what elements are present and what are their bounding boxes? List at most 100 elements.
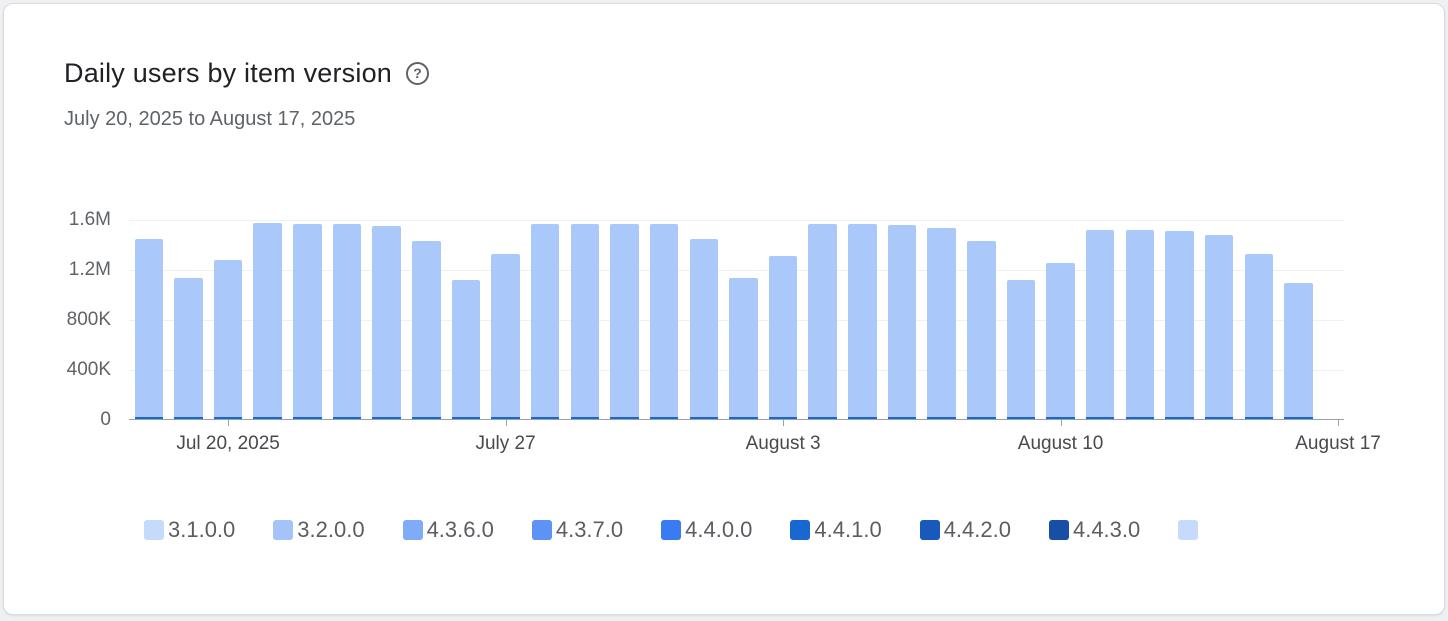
y-axis-label: 800K xyxy=(66,309,111,330)
bar-jul-24[interactable] xyxy=(372,226,401,420)
legend-swatch xyxy=(402,520,423,540)
bar-aug-10[interactable] xyxy=(1046,262,1075,420)
bar-segment-3.2.0.0 xyxy=(451,280,481,417)
bar-segment-3.2.0.0 xyxy=(412,241,441,417)
bar-segment-4.4.1.0 xyxy=(213,416,243,419)
x-axis-tick xyxy=(1060,420,1062,426)
bar-jul-21[interactable] xyxy=(253,222,282,420)
bar-segment-4.4.1.0 xyxy=(530,416,560,419)
bar-aug-2[interactable] xyxy=(729,277,758,420)
bar-aug-7[interactable] xyxy=(927,227,956,420)
bar-segment-3.2.0.0 xyxy=(610,223,639,417)
legend-item-3.1.0.0: 3.1.0.0 xyxy=(144,517,235,543)
legend-item-3.2.0.0: 3.2.0.0 xyxy=(273,517,365,543)
x-axis-line xyxy=(129,419,1344,420)
gridline xyxy=(129,270,1344,271)
bar-segment-4.4.1.0 xyxy=(1125,416,1155,419)
bar-segment-4.4.1.0 xyxy=(1284,416,1313,419)
bar-aug-12[interactable] xyxy=(1125,230,1155,420)
bar-jul-29[interactable] xyxy=(570,223,600,420)
bar-segment-4.4.1.0 xyxy=(1204,416,1234,419)
bar-aug-3[interactable] xyxy=(768,256,798,420)
bar-segment-4.4.1.0 xyxy=(768,416,798,419)
x-axis-label: August 10 xyxy=(1017,433,1104,454)
bar-segment-3.2.0.0 xyxy=(213,260,243,417)
legend-label: 4.4.3.0 xyxy=(1072,517,1141,542)
bar-segment-3.2.0.0 xyxy=(174,277,203,417)
bar-aug-16[interactable] xyxy=(1284,282,1313,420)
legend-swatch xyxy=(919,520,940,540)
bar-aug-14[interactable] xyxy=(1204,235,1234,420)
bar-jul-18[interactable] xyxy=(134,238,164,420)
bar-aug-13[interactable] xyxy=(1165,231,1194,420)
bar-jul-20[interactable] xyxy=(213,260,243,420)
bar-segment-4.4.1.0 xyxy=(808,416,837,419)
bar-segment-3.2.0.0 xyxy=(372,226,401,417)
bar-jul-19[interactable] xyxy=(174,277,203,420)
gridline xyxy=(129,220,1344,221)
legend-label: 3.1.0.0 xyxy=(168,517,236,542)
x-axis-label: August 3 xyxy=(745,433,821,454)
bar-aug-15[interactable] xyxy=(1244,253,1274,420)
bar-segment-4.4.1.0 xyxy=(1006,416,1036,419)
bar-aug-11[interactable] xyxy=(1085,230,1115,420)
bar-jul-27[interactable] xyxy=(491,253,520,420)
bar-segment-4.4.1.0 xyxy=(134,416,164,419)
bar-segment-4.4.1.0 xyxy=(293,416,322,419)
bar-segment-4.4.1.0 xyxy=(332,416,362,419)
bar-segment-3.2.0.0 xyxy=(1244,253,1274,417)
bar-segment-4.4.1.0 xyxy=(372,416,401,419)
bar-segment-3.2.0.0 xyxy=(530,223,560,417)
bar-segment-3.2.0.0 xyxy=(689,238,719,417)
legend-swatch xyxy=(790,520,811,540)
bar-aug-8[interactable] xyxy=(967,241,996,420)
plot-area[interactable]: 0 400K 800K 1.2M 1.6M Jul 20, 2025 July 27 Aug… xyxy=(67,209,1381,454)
bar-segment-3.2.0.0 xyxy=(293,223,322,417)
y-axis-label: 0 xyxy=(100,409,111,430)
bar-jul-26[interactable] xyxy=(451,280,481,420)
bar-segment-3.2.0.0 xyxy=(1085,230,1115,417)
bar-segment-4.4.1.0 xyxy=(887,416,917,419)
bar-aug-1[interactable] xyxy=(689,238,719,420)
x-axis-label: July 27 xyxy=(475,433,536,454)
chart-legend: 3.1.0.0 3.2.0.0 4.3.6.0 4.3.7.0 4.4.0.0 4.4.1… xyxy=(144,515,1444,545)
bar-segment-4.4.1.0 xyxy=(491,416,520,419)
bar-aug-6[interactable] xyxy=(887,225,917,420)
bar-segment-3.2.0.0 xyxy=(570,223,600,417)
bar-jul-31[interactable] xyxy=(649,223,679,420)
daily-users-chart: 0 400K 800K 1.2M 1.6M Jul 20, 2025 July 27 Aug… xyxy=(4,209,1444,454)
x-axis-tick xyxy=(783,420,785,426)
bar-segment-4.4.1.0 xyxy=(412,416,441,419)
bar-jul-30[interactable] xyxy=(610,223,639,420)
bar-segment-4.4.1.0 xyxy=(174,416,203,419)
bar-segment-4.4.1.0 xyxy=(1085,416,1115,419)
bar-aug-9[interactable] xyxy=(1006,280,1036,420)
bar-segment-3.2.0.0 xyxy=(1125,230,1155,417)
bar-segment-3.2.0.0 xyxy=(1204,235,1234,417)
bar-jul-25[interactable] xyxy=(412,241,441,420)
bar-segment-3.2.0.0 xyxy=(491,253,520,417)
bar-jul-23[interactable] xyxy=(332,223,362,420)
bar-segment-4.4.1.0 xyxy=(649,416,679,419)
legend-label: 4.4.1.0 xyxy=(814,517,882,542)
bar-segment-4.4.1.0 xyxy=(729,416,758,419)
bar-segment-3.2.0.0 xyxy=(1006,280,1036,417)
bar-aug-5[interactable] xyxy=(848,223,877,420)
legend-item xyxy=(1178,520,1202,540)
legend-label: 4.3.6.0 xyxy=(426,517,494,542)
y-axis-label: 1.2M xyxy=(68,259,111,280)
legend-swatch xyxy=(273,520,294,540)
legend-swatch xyxy=(144,520,164,540)
legend-label: 3.2.0.0 xyxy=(297,517,365,542)
bar-segment-3.2.0.0 xyxy=(887,225,917,417)
help-icon[interactable]: ? xyxy=(406,61,430,85)
bar-jul-22[interactable] xyxy=(293,223,322,420)
bar-aug-4[interactable] xyxy=(808,223,837,420)
daily-users-card: Daily users by item version ? July 20, 2… xyxy=(3,3,1445,615)
bar-jul-28[interactable] xyxy=(530,223,560,420)
bar-segment-4.4.1.0 xyxy=(1165,416,1194,419)
bar-segment-3.2.0.0 xyxy=(1165,231,1194,417)
legend-label: 4.4.0.0 xyxy=(685,517,753,542)
bar-segment-3.2.0.0 xyxy=(927,227,956,417)
date-range: July 20, 2025 to August 17, 2025 xyxy=(64,108,356,130)
